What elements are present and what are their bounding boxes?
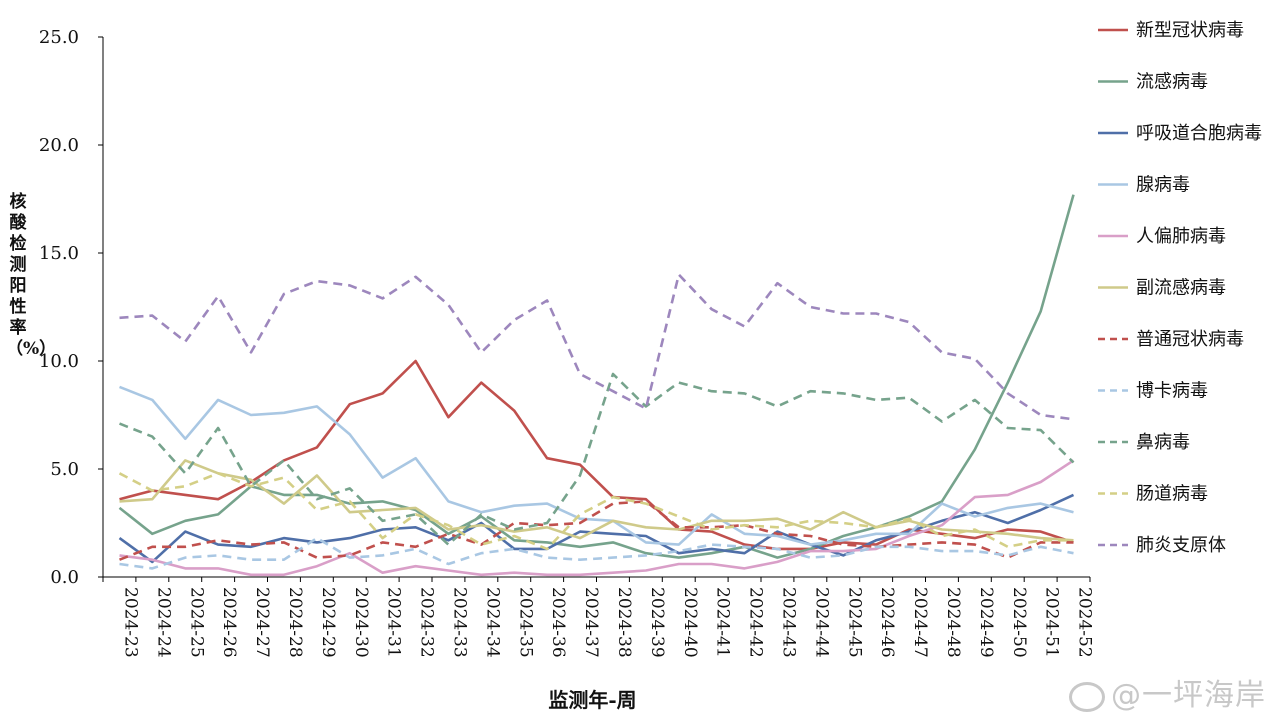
y-tick-label: 5.0 (50, 459, 79, 480)
legend-label-4: 人偏肺病毒 (1136, 226, 1226, 247)
y-tick-label: 10.0 (39, 351, 79, 372)
y-tick-label: 0.0 (50, 567, 79, 588)
watermark: @一坪海岸 (1069, 670, 1266, 714)
legend-label-10: 肺炎支原体 (1136, 535, 1226, 556)
series-line-10 (119, 273, 1074, 421)
x-tick-label: 2024-27 (252, 587, 272, 658)
x-tick-label: 2024-23 (120, 587, 140, 658)
legend-label-9: 肠道病毒 (1136, 484, 1208, 505)
legend-label-8: 鼻病毒 (1136, 432, 1190, 453)
x-tick-label: 2024-45 (844, 587, 864, 658)
legend-label-5: 副流感病毒 (1136, 278, 1226, 299)
legend-label-0: 新型冠状病毒 (1136, 20, 1244, 41)
x-tick-label: 2024-39 (647, 587, 667, 658)
y-tick-label: 15.0 (39, 243, 79, 264)
x-axis-title: 监测年-周 (548, 688, 637, 712)
x-tick-label: 2024-33 (449, 587, 469, 658)
series-line-8 (119, 372, 1075, 546)
legend-label-2: 呼吸道合胞病毒 (1136, 123, 1262, 144)
x-tick-label: 2024-25 (186, 587, 206, 658)
series-line-3 (119, 385, 1074, 546)
watermark-text: @一坪海岸 (1111, 678, 1266, 713)
x-tick-label: 2024-40 (680, 587, 700, 658)
legend-label-7: 博卡病毒 (1136, 381, 1208, 402)
series-line-5 (119, 459, 1074, 542)
x-tick-label: 2024-36 (548, 587, 568, 658)
x-tick-label: 2024-35 (515, 587, 535, 658)
series-line-1 (118, 194, 1075, 559)
x-tick-label: 2024-42 (746, 587, 766, 658)
legend-label-3: 腺病毒 (1136, 175, 1190, 196)
x-tick-label: 2024-34 (482, 587, 502, 658)
x-tick-label: 2024-46 (877, 587, 897, 658)
series-line-6 (119, 500, 1074, 561)
x-tick-label: 2024-48 (943, 587, 963, 658)
x-tick-label: 2024-44 (811, 587, 831, 658)
x-tick-label: 2024-30 (351, 587, 371, 658)
x-tick-label: 2024-51 (1042, 587, 1062, 658)
x-tick-label: 2024-24 (153, 587, 173, 658)
x-tick-label: 2024-43 (778, 587, 798, 658)
x-tick-label: 2024-49 (976, 587, 996, 658)
x-tick-label: 2024-26 (219, 587, 239, 658)
legend-label-6: 普通冠状病毒 (1136, 329, 1244, 350)
series-line-4 (119, 459, 1075, 577)
weibo-logo-icon (1069, 681, 1105, 712)
series-line-7 (119, 536, 1074, 570)
x-tick-label: 2024-37 (581, 587, 601, 658)
legend-label-1: 流感病毒 (1136, 72, 1208, 93)
x-tick-label: 2024-28 (285, 587, 305, 658)
x-tick-label: 2024-47 (910, 587, 930, 658)
x-tick-label: 2024-50 (1009, 587, 1029, 658)
y-axis-title-text: 核酸检测阳性率（%） (6, 192, 57, 359)
x-tick-label: 2024-29 (318, 587, 338, 658)
x-tick-label: 2024-52 (1075, 587, 1095, 658)
x-tick-label: 2024-38 (614, 587, 634, 658)
y-tick-label: 20.0 (39, 135, 79, 156)
series-line-9 (118, 471, 1074, 551)
y-tick-label: 25.0 (39, 27, 79, 48)
y-axis-title: 核酸检测阳性率（%） (6, 192, 57, 360)
x-tick-label: 2024-41 (713, 587, 733, 658)
x-tick-label: 2024-31 (384, 587, 404, 658)
x-tick-label: 2024-32 (417, 587, 437, 658)
